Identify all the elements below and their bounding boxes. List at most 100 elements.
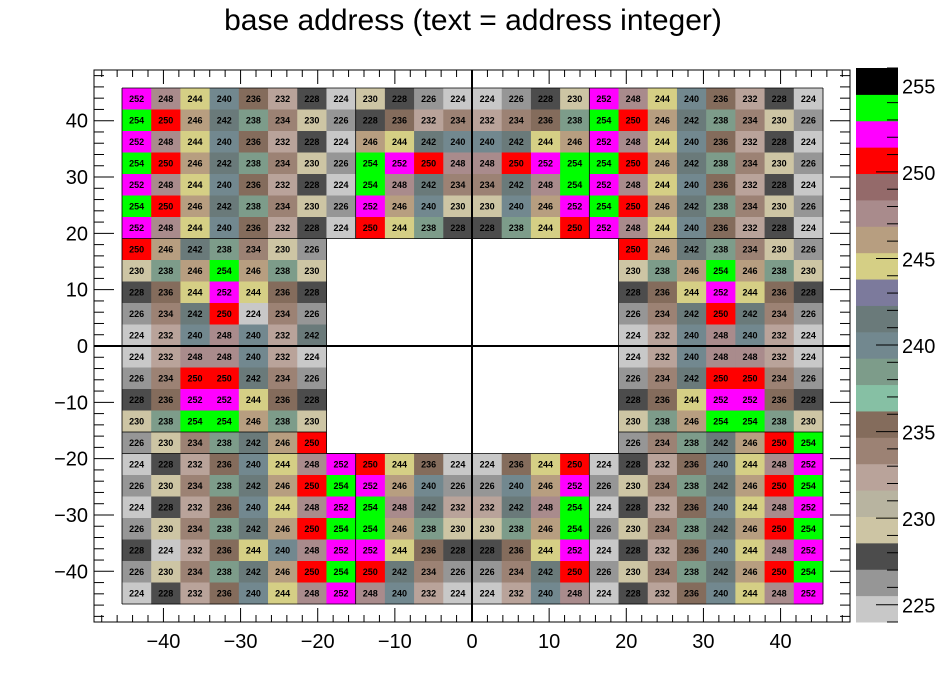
heatmap-cell — [384, 174, 415, 196]
cell-value-label: 232 — [158, 330, 173, 340]
heatmap-cell — [297, 453, 327, 476]
cell-value-label: 254 — [129, 201, 144, 211]
cell-value-label: 252 — [596, 223, 611, 233]
heatmap-cell — [355, 453, 386, 476]
cell-value-label: 238 — [713, 244, 728, 254]
heatmap-cell — [209, 109, 240, 132]
cell-value-label: 232 — [275, 330, 290, 340]
cell-value-label: 244 — [188, 94, 203, 104]
cell-value-label: 248 — [158, 94, 173, 104]
heatmap-cell — [268, 475, 298, 497]
cell-value-label: 248 — [188, 352, 203, 362]
heatmap-cell — [560, 539, 590, 562]
cell-value-label: 238 — [684, 481, 699, 491]
cell-value-label: 242 — [217, 201, 232, 211]
heatmap-cell — [530, 496, 561, 519]
cell-value-label: 234 — [742, 244, 757, 254]
heatmap-cell — [151, 518, 181, 540]
heatmap-cell — [501, 539, 532, 562]
heatmap-cell — [209, 324, 240, 347]
heatmap-cell — [268, 496, 298, 519]
cell-value-label: 242 — [246, 481, 261, 491]
heatmap-cell — [268, 238, 298, 261]
heatmap-cell — [706, 518, 736, 540]
heatmap-cell — [122, 475, 152, 497]
cell-value-label: 226 — [129, 373, 144, 383]
cell-value-label: 228 — [772, 223, 787, 233]
cell-value-label: 240 — [684, 137, 699, 147]
heatmap-cell — [326, 453, 357, 476]
cell-value-label: 236 — [655, 395, 670, 405]
cell-value-label: 228 — [129, 545, 144, 555]
colorbar-tick-label: 240 — [902, 336, 935, 358]
heatmap-cell — [180, 582, 211, 605]
cell-value-label: 238 — [684, 438, 699, 448]
heatmap-cell — [268, 518, 298, 540]
cell-value-label: 246 — [742, 481, 757, 491]
heatmap-cell — [151, 475, 181, 497]
heatmap-cell — [151, 174, 181, 196]
y-tick-label: 10 — [66, 280, 88, 302]
cell-value-label: 252 — [217, 287, 232, 297]
heatmap-cell — [472, 475, 503, 497]
heatmap-cell — [443, 88, 473, 110]
heatmap-cell — [180, 346, 211, 368]
cell-value-label: 224 — [801, 223, 816, 233]
cell-value-label: 252 — [334, 545, 349, 555]
heatmap-cell — [764, 410, 795, 433]
cell-value-label: 230 — [567, 94, 582, 104]
heatmap-cell — [764, 475, 795, 497]
heatmap-cell — [676, 131, 707, 153]
cell-value-label: 244 — [188, 223, 203, 233]
cell-value-label: 244 — [392, 223, 407, 233]
cell-value-label: 250 — [772, 524, 787, 534]
heatmap-cell — [268, 88, 298, 110]
heatmap-cell — [122, 88, 152, 110]
heatmap-cell — [180, 432, 211, 454]
heatmap-cell — [647, 238, 678, 261]
cell-value-label: 240 — [188, 330, 203, 340]
cell-value-label: 252 — [567, 201, 582, 211]
heatmap-cell — [414, 561, 444, 583]
heatmap-cell — [472, 109, 503, 132]
cell-value-label: 246 — [275, 438, 290, 448]
cell-value-label: 240 — [217, 223, 232, 233]
heatmap-cell — [735, 131, 765, 153]
heatmap-cell — [151, 561, 181, 583]
heatmap-cell — [676, 518, 707, 540]
cell-value-label: 248 — [713, 352, 728, 362]
cell-value-label: 252 — [363, 545, 378, 555]
heatmap-cell — [238, 109, 269, 132]
heatmap-cell — [180, 174, 211, 196]
cell-value-label: 248 — [538, 502, 553, 512]
heatmap-cell — [793, 281, 824, 304]
cell-value-label: 254 — [596, 115, 611, 125]
cell-value-label: 254 — [801, 524, 816, 534]
heatmap-cell — [151, 410, 181, 433]
cell-value-label: 224 — [801, 137, 816, 147]
cell-value-label: 246 — [363, 137, 378, 147]
heatmap-cell — [326, 195, 357, 218]
heatmap-cell — [414, 152, 444, 175]
cell-value-label: 246 — [188, 158, 203, 168]
cell-value-label: 242 — [509, 180, 524, 190]
cell-value-label: 226 — [334, 115, 349, 125]
heatmap-cell — [676, 324, 707, 347]
cell-value-label: 244 — [246, 545, 261, 555]
cell-value-label: 252 — [334, 588, 349, 598]
heatmap-cell — [443, 217, 473, 239]
heatmap-cell — [501, 174, 532, 196]
heatmap-cell — [297, 131, 327, 153]
heatmap-cell — [618, 281, 649, 304]
cell-value-label: 250 — [626, 244, 641, 254]
cell-value-label: 246 — [538, 201, 553, 211]
cell-value-label: 230 — [626, 567, 641, 577]
heatmap-cell — [706, 475, 736, 497]
heatmap-cell — [297, 260, 327, 282]
cell-value-label: 248 — [772, 459, 787, 469]
cell-value-label: 234 — [655, 481, 670, 491]
heatmap-cell — [355, 174, 386, 196]
cell-value-label: 224 — [334, 223, 349, 233]
cell-value-label: 226 — [596, 481, 611, 491]
heatmap-cell — [268, 539, 298, 562]
